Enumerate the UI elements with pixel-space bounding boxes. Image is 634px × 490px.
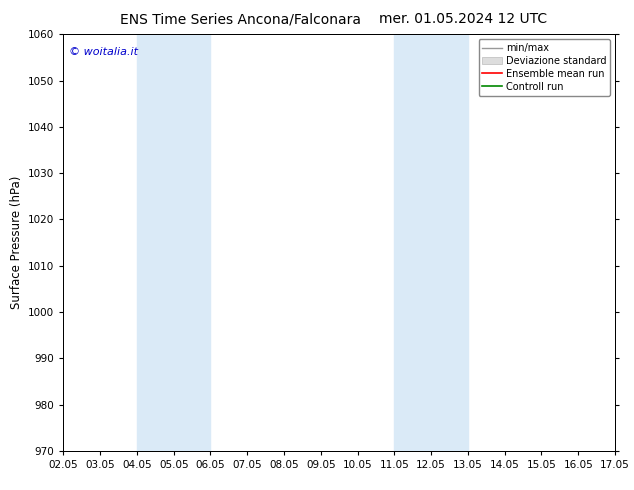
Text: ENS Time Series Ancona/Falconara: ENS Time Series Ancona/Falconara bbox=[120, 12, 361, 26]
Bar bbox=[394, 34, 468, 451]
Y-axis label: Surface Pressure (hPa): Surface Pressure (hPa) bbox=[10, 176, 23, 309]
Text: © woitalia.it: © woitalia.it bbox=[69, 47, 138, 57]
Bar bbox=[137, 34, 210, 451]
Text: mer. 01.05.2024 12 UTC: mer. 01.05.2024 12 UTC bbox=[378, 12, 547, 26]
Legend: min/max, Deviazione standard, Ensemble mean run, Controll run: min/max, Deviazione standard, Ensemble m… bbox=[479, 39, 610, 96]
